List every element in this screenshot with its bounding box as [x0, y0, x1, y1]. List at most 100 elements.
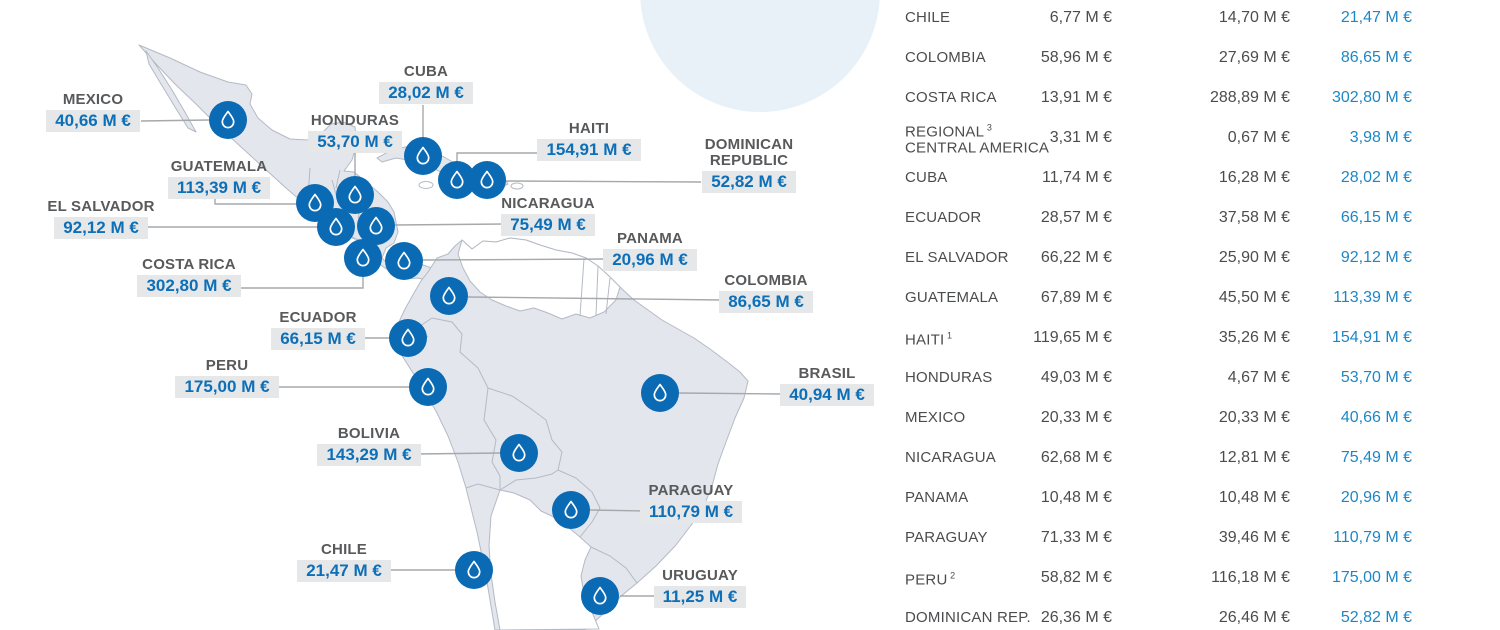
water-drop-icon — [416, 146, 430, 165]
table-value-v1: 6,77 M € — [1049, 9, 1112, 26]
connector-line-colombia — [467, 296, 722, 301]
connector-line-guatemala — [214, 198, 297, 205]
map-marker-brasil[interactable] — [641, 374, 679, 412]
marker-circle — [389, 319, 427, 357]
marker-circle — [357, 207, 395, 245]
map-marker-honduras[interactable] — [336, 176, 374, 214]
table-country-name: CHILE — [905, 9, 951, 26]
connector-line-bolivia — [414, 452, 502, 455]
table-value-v3: 75,49 M € — [1340, 449, 1412, 466]
decorative-circle — [640, 0, 880, 112]
table-value-v1: 10,48 M € — [1040, 489, 1112, 506]
table-country-name: NICARAGUA — [905, 449, 996, 466]
marker-circle — [430, 277, 468, 315]
table-row: PERU 2 58,82 M € 116,18 M € 175,00 M € — [905, 558, 1412, 598]
marker-circle — [336, 176, 374, 214]
map-marker-chile[interactable] — [455, 551, 493, 589]
table-country-name: HONDURAS — [905, 369, 993, 386]
water-drop-icon — [450, 170, 464, 189]
map-marker-nicaragua[interactable] — [357, 207, 395, 245]
map-marker-haiti[interactable] — [438, 161, 476, 199]
water-drop-icon — [221, 110, 235, 129]
footnote-marker: 1 — [944, 330, 953, 341]
table-row: GUATEMALA 67,89 M € 45,50 M € 113,39 M € — [905, 278, 1412, 318]
baja-california-shape — [145, 50, 197, 133]
table-row: PARAGUAY 71,33 M € 39,46 M € 110,79 M € — [905, 518, 1412, 558]
table-country-name: PERU 2 — [905, 570, 956, 589]
water-drop-icon — [421, 377, 435, 396]
table-row: MEXICO 20,33 M € 20,33 M € 40,66 M € — [905, 398, 1412, 438]
marker-circle — [209, 101, 247, 139]
table-value-v2: 45,50 M € — [1218, 289, 1290, 306]
table-value-v3: 3,98 M € — [1349, 129, 1412, 146]
table-row: NICARAGUA 62,68 M € 12,81 M € 75,49 M € — [905, 438, 1412, 478]
water-drop-icon — [442, 286, 456, 305]
table-value-v1: 49,03 M € — [1040, 369, 1112, 386]
table-value-v2: 25,90 M € — [1218, 249, 1290, 266]
table-row: CUBA 11,74 M € 16,28 M € 28,02 M € — [905, 158, 1412, 198]
water-drop-icon — [397, 251, 411, 270]
table-value-v1: 20,33 M € — [1040, 409, 1112, 426]
map-marker-ecuador[interactable] — [389, 319, 427, 357]
table-value-v1: 3,31 M € — [1049, 129, 1112, 146]
marker-circle — [409, 368, 447, 406]
connector-line-nicaragua — [394, 223, 506, 226]
map-marker-peru[interactable] — [409, 368, 447, 406]
table-value-v3: 154,91 M € — [1331, 329, 1412, 346]
map-marker-bolivia[interactable] — [500, 434, 538, 472]
table-value-v1: 71,33 M € — [1040, 529, 1112, 546]
table-value-v2: 288,89 M € — [1209, 89, 1290, 106]
funding-table: CHILE 6,77 M € 14,70 M € 21,47 M € COLOMBIA 5… — [905, 0, 1412, 630]
water-drop-icon — [308, 193, 322, 212]
table-row: REGIONAL 3 CENTRAL AMERICA 3,31 M € 0,67 M … — [905, 118, 1412, 158]
table-value-v1: 67,89 M € — [1040, 289, 1112, 306]
table-value-v3: 21,47 M € — [1340, 9, 1412, 26]
water-drop-icon — [593, 586, 607, 605]
water-drop-icon — [653, 383, 667, 402]
water-drop-icon — [480, 170, 494, 189]
map-marker-mexico[interactable] — [209, 101, 247, 139]
table-row: CHILE 6,77 M € 14,70 M € 21,47 M € — [905, 0, 1412, 38]
table-value-v1: 28,57 M € — [1040, 209, 1112, 226]
table-value-v2: 26,46 M € — [1218, 609, 1290, 626]
water-drop-icon — [369, 216, 383, 235]
marker-circle — [468, 161, 506, 199]
table-value-v3: 53,70 M € — [1340, 369, 1412, 386]
table-row: ECUADOR 28,57 M € 37,58 M € 66,15 M € — [905, 198, 1412, 238]
table-country-name: EL SALVADOR — [905, 249, 1009, 266]
connector-lines — [140, 105, 783, 597]
small-island — [418, 181, 434, 189]
water-drop-icon — [512, 443, 526, 462]
connector-line-mexico — [140, 119, 210, 122]
table-value-v2: 12,81 M € — [1218, 449, 1290, 466]
table-country-name: MEXICO — [905, 409, 966, 426]
table-value-v1: 13,91 M € — [1040, 89, 1112, 106]
map-marker-el-salvador[interactable] — [317, 208, 355, 246]
table-value-v3: 66,15 M € — [1340, 209, 1412, 226]
table-value-v2: 0,67 M € — [1227, 129, 1290, 146]
table-country-name: PARAGUAY — [905, 529, 988, 546]
map-marker-panama[interactable] — [385, 242, 423, 280]
table-country-name: REGIONAL 3 CENTRAL AMERICA — [905, 122, 1050, 157]
marker-circle — [438, 161, 476, 199]
table-country-name: COLOMBIA — [905, 49, 986, 66]
footnote-marker: 3 — [984, 122, 993, 133]
table-country-name: COSTA RICA — [905, 89, 997, 106]
table-country-name: CUBA — [905, 169, 948, 186]
map-marker-cuba[interactable] — [404, 137, 442, 175]
table-country-name: PANAMA — [905, 489, 969, 506]
map-marker-uruguay[interactable] — [581, 577, 619, 615]
map-marker-colombia[interactable] — [430, 277, 468, 315]
table-country-name: GUATEMALA — [905, 289, 999, 306]
table-value-v3: 28,02 M € — [1340, 169, 1412, 186]
connector-line-costa-rica — [241, 277, 364, 289]
table-country-name: DOMINICAN REP. — [905, 609, 1031, 626]
map-marker-costa-rica[interactable] — [344, 239, 382, 277]
map-marker-paraguay[interactable] — [552, 491, 590, 529]
map-marker-dominican-republic[interactable] — [468, 161, 506, 199]
table-value-v2: 27,69 M € — [1218, 49, 1290, 66]
table-value-v1: 62,68 M € — [1040, 449, 1112, 466]
marker-circle — [500, 434, 538, 472]
table-value-v3: 86,65 M € — [1340, 49, 1412, 66]
